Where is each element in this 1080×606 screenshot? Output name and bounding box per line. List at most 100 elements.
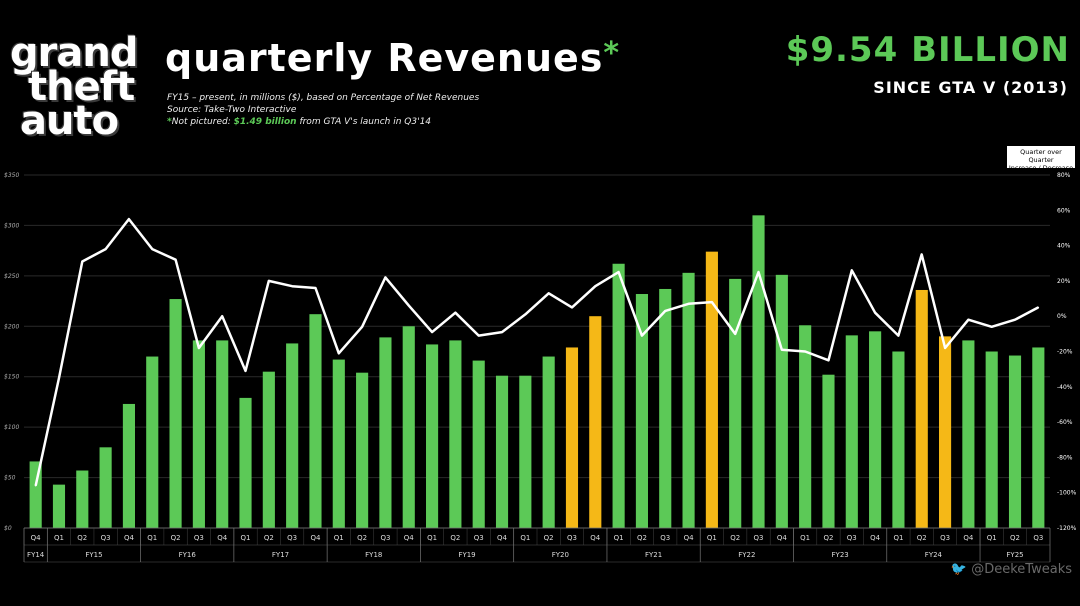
subtitle-line-1: FY15 – present, in millions ($), based o…: [167, 93, 480, 103]
revenue-bar: [962, 340, 975, 528]
revenue-bar: [939, 336, 952, 528]
qoq-point: [128, 218, 130, 220]
quarter-label: Q3: [194, 534, 204, 542]
quarter-label: Q2: [917, 534, 927, 542]
qoq-point: [244, 370, 247, 372]
revenue-bar: [612, 263, 625, 528]
revenue-bar: [845, 335, 858, 528]
revenue-bar: [472, 360, 485, 528]
revenue-bar: [76, 470, 89, 528]
quarter-label: Q1: [707, 534, 717, 542]
quarter-label: Q4: [870, 534, 881, 542]
gta-logo: grand theft auto: [10, 30, 150, 146]
fiscal-year-label: FY25: [1006, 551, 1023, 559]
quarter-label: Q3: [567, 534, 577, 542]
quarter-label: Q1: [614, 534, 624, 542]
quarter-label: Q1: [54, 534, 64, 542]
qoq-point: [314, 287, 317, 289]
qoq-point: [571, 306, 573, 309]
fiscal-year-label: FY24: [925, 551, 943, 559]
revenue-bar: [309, 314, 322, 528]
revenue-bar: [729, 278, 742, 528]
revenue-bar: [426, 344, 439, 528]
y-tick-label: $200: [4, 323, 19, 330]
qoq-point: [920, 253, 923, 256]
qoq-point: [34, 484, 37, 487]
qoq-point: [781, 348, 783, 351]
revenue-bar: [146, 356, 159, 528]
quarter-label: Q1: [520, 534, 530, 542]
y2-tick-label: -20%: [1057, 349, 1073, 356]
y2-tick-label: 80%: [1057, 172, 1071, 179]
title-star: *: [603, 36, 621, 71]
author-handle: @DeekeTweaks: [971, 562, 1072, 577]
secondary-legend-line-2: Increase / Decrease: [1008, 164, 1074, 172]
qoq-point: [454, 311, 457, 314]
revenue-bar: [169, 299, 182, 528]
qoq-point: [407, 304, 410, 307]
total-revenue-subhead: SINCE GTA V (2013): [873, 78, 1068, 97]
revenue-bar: [565, 347, 579, 528]
qoq-point: [734, 333, 737, 335]
total-revenue-headline: $9.54 BILLION: [785, 30, 1070, 70]
fiscal-year-label: FY21: [645, 551, 662, 559]
fiscal-year-label: FY16: [179, 551, 197, 559]
footnote-post: from GTA V's launch in Q3'14: [296, 117, 432, 127]
revenue-bar: [869, 331, 882, 528]
qoq-point: [174, 258, 177, 261]
y2-tick-label: -120%: [1057, 525, 1077, 532]
quarter-label: Q1: [241, 534, 251, 542]
fiscal-year-label: FY15: [85, 551, 102, 559]
quarter-label: Q3: [101, 534, 111, 542]
footnote-value: $1.49 billion: [233, 117, 297, 127]
qoq-point: [221, 315, 224, 318]
footnote: *Not pictured: $1.49 billion from GTA V'…: [167, 117, 431, 127]
quarter-label: Q4: [684, 534, 695, 542]
quarter-label: Q1: [334, 534, 344, 542]
y2-tick-label: 60%: [1057, 207, 1071, 214]
quarter-label: Q4: [963, 534, 974, 542]
quarter-label: Q1: [893, 534, 903, 542]
qoq-point: [501, 331, 503, 333]
qoq-point: [990, 325, 993, 328]
logo-line-1: grand: [10, 30, 138, 76]
fiscal-year-label: FY20: [552, 551, 569, 559]
quarter-label: Q1: [800, 534, 810, 542]
qoq-point: [897, 334, 900, 337]
revenue-bar: [519, 375, 532, 528]
revenue-bar: [402, 326, 415, 528]
qoq-point: [664, 310, 667, 312]
quarter-label: Q2: [637, 534, 647, 542]
revenue-bar: [192, 340, 205, 528]
quarter-label: Q3: [940, 534, 950, 542]
quarter-label: Q2: [171, 534, 181, 542]
quarter-label: Q2: [1010, 534, 1020, 542]
footnote-star: *: [167, 117, 172, 127]
revenue-bar: [495, 375, 509, 528]
revenue-bar: [379, 337, 392, 528]
fiscal-year-label: FY17: [272, 551, 289, 559]
fiscal-year-label: FY18: [365, 551, 382, 559]
qoq-point: [944, 347, 946, 349]
qoq-point: [687, 303, 690, 305]
revenue-bar: [332, 359, 345, 528]
subtitle-line-2: Source: Take-Two Interactive: [167, 105, 297, 115]
y-tick-label: $250: [4, 273, 19, 280]
qoq-point: [361, 325, 363, 328]
revenue-bar: [122, 403, 135, 528]
qoq-point: [547, 292, 550, 295]
y2-tick-label: -60%: [1057, 419, 1073, 426]
quarter-label: Q4: [777, 534, 788, 542]
quarter-label: Q4: [31, 534, 42, 542]
y2-tick-label: -80%: [1057, 454, 1073, 461]
qoq-point: [1037, 306, 1040, 309]
revenue-bar: [659, 288, 672, 528]
quarter-label: Q4: [217, 534, 228, 542]
author-credit: 🐦 @DeekeTweaks: [951, 562, 1072, 577]
qoq-point: [104, 248, 107, 250]
qoq-point: [594, 285, 597, 287]
y-tick-label: $150: [4, 374, 19, 381]
qoq-point: [198, 347, 200, 349]
qoq-point: [757, 271, 760, 273]
